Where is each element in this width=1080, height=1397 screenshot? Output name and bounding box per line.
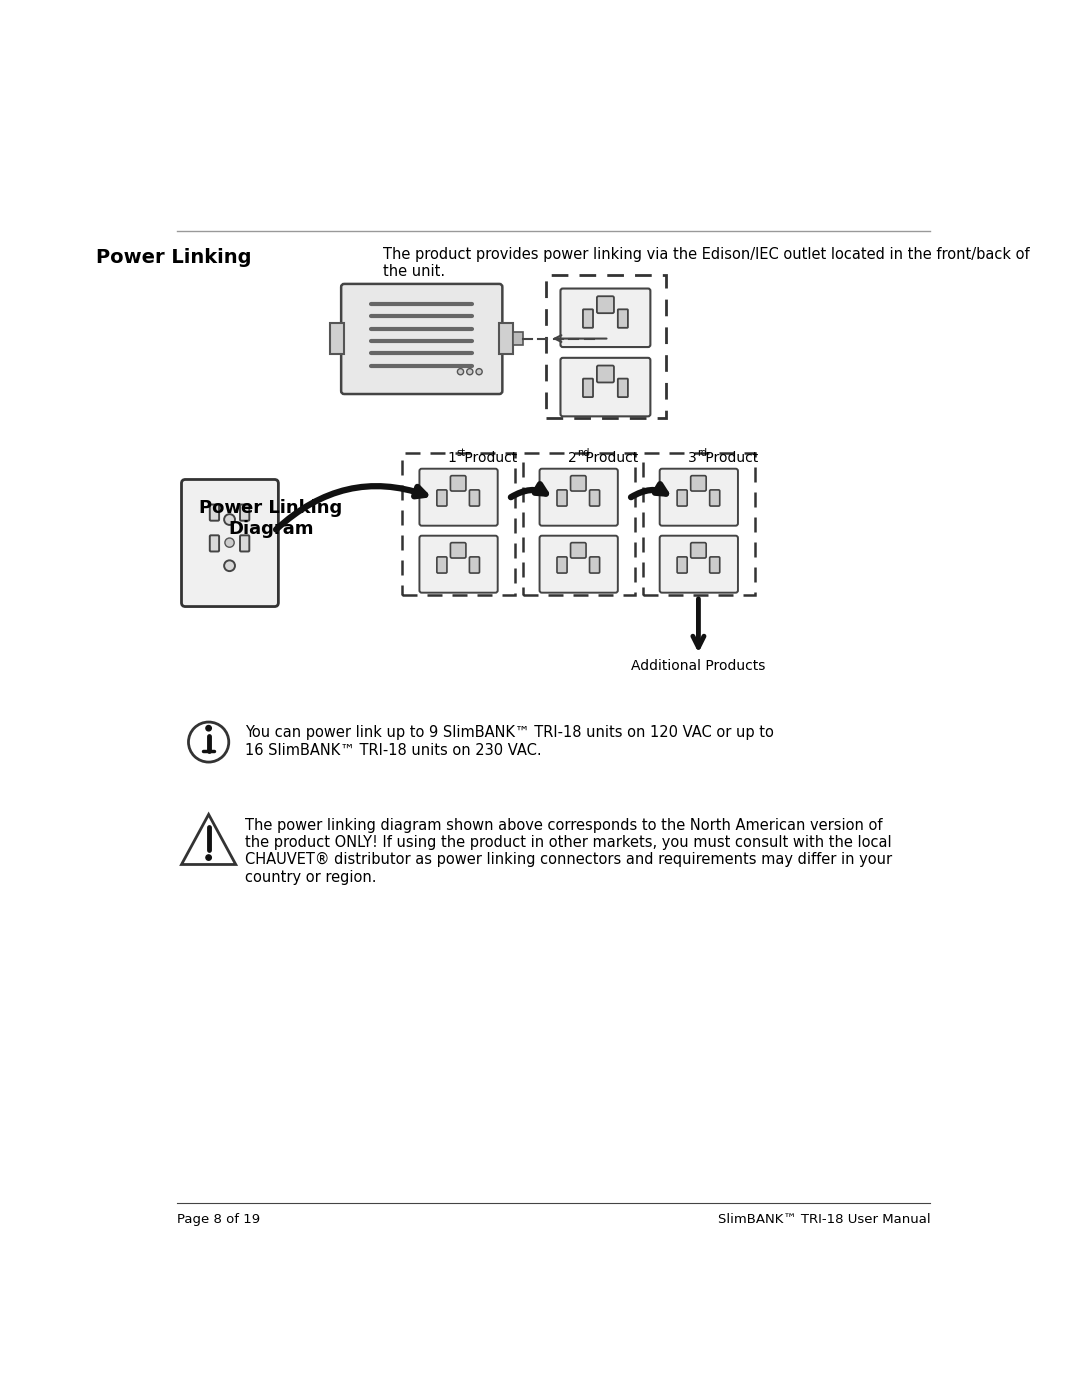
FancyBboxPatch shape <box>540 535 618 592</box>
Polygon shape <box>181 814 235 865</box>
Text: SlimBANK™ TRI-18 User Manual: SlimBANK™ TRI-18 User Manual <box>717 1213 930 1225</box>
FancyBboxPatch shape <box>710 490 719 506</box>
FancyBboxPatch shape <box>557 557 567 573</box>
Circle shape <box>225 538 234 548</box>
Bar <box>513 332 523 345</box>
Text: Additional Products: Additional Products <box>631 659 766 673</box>
Text: rd: rd <box>697 448 707 458</box>
Text: Page 8 of 19: Page 8 of 19 <box>177 1213 260 1225</box>
FancyBboxPatch shape <box>437 557 447 573</box>
FancyBboxPatch shape <box>419 535 498 592</box>
FancyBboxPatch shape <box>583 379 593 397</box>
FancyBboxPatch shape <box>677 490 687 506</box>
FancyBboxPatch shape <box>499 323 513 353</box>
FancyBboxPatch shape <box>330 323 345 353</box>
FancyBboxPatch shape <box>570 475 586 490</box>
FancyBboxPatch shape <box>181 479 279 606</box>
FancyBboxPatch shape <box>419 469 498 525</box>
Circle shape <box>206 725 212 731</box>
FancyBboxPatch shape <box>618 309 627 328</box>
Text: st: st <box>457 448 465 458</box>
FancyBboxPatch shape <box>597 366 613 383</box>
FancyBboxPatch shape <box>540 469 618 525</box>
FancyBboxPatch shape <box>590 557 599 573</box>
FancyBboxPatch shape <box>561 289 650 346</box>
FancyBboxPatch shape <box>557 490 567 506</box>
Text: 2: 2 <box>568 451 577 465</box>
Text: 3: 3 <box>688 451 697 465</box>
FancyBboxPatch shape <box>677 557 687 573</box>
FancyBboxPatch shape <box>450 542 465 557</box>
Circle shape <box>206 855 212 861</box>
FancyBboxPatch shape <box>583 309 593 328</box>
FancyBboxPatch shape <box>590 490 599 506</box>
Circle shape <box>225 560 235 571</box>
Text: nd: nd <box>577 448 589 458</box>
FancyBboxPatch shape <box>240 535 249 552</box>
FancyBboxPatch shape <box>570 542 586 557</box>
FancyBboxPatch shape <box>597 296 613 313</box>
FancyBboxPatch shape <box>470 557 480 573</box>
FancyBboxPatch shape <box>437 490 447 506</box>
Text: Product: Product <box>701 451 758 465</box>
FancyBboxPatch shape <box>660 469 738 525</box>
FancyBboxPatch shape <box>660 535 738 592</box>
FancyBboxPatch shape <box>240 504 249 521</box>
Circle shape <box>458 369 463 374</box>
FancyBboxPatch shape <box>450 475 465 490</box>
Text: Product: Product <box>460 451 517 465</box>
FancyBboxPatch shape <box>210 535 219 552</box>
Text: Power Linking: Power Linking <box>96 249 252 267</box>
Circle shape <box>225 514 235 525</box>
Text: You can power link up to 9 SlimBANK™ TRI-18 units on 120 VAC or up to
16 SlimBAN: You can power link up to 9 SlimBANK™ TRI… <box>245 725 774 757</box>
FancyBboxPatch shape <box>691 475 706 490</box>
Text: The power linking diagram shown above corresponds to the North American version : The power linking diagram shown above co… <box>245 817 892 884</box>
Circle shape <box>467 369 473 374</box>
Text: The product provides power linking via the Edison/IEC outlet located in the fron: The product provides power linking via t… <box>383 247 1029 279</box>
FancyBboxPatch shape <box>691 542 706 557</box>
Text: Product: Product <box>581 451 638 465</box>
Circle shape <box>189 722 229 763</box>
Text: 1: 1 <box>448 451 457 465</box>
FancyBboxPatch shape <box>618 379 627 397</box>
FancyBboxPatch shape <box>341 284 502 394</box>
FancyBboxPatch shape <box>470 490 480 506</box>
Text: Power Linking
Diagram: Power Linking Diagram <box>199 499 342 538</box>
Circle shape <box>476 369 482 374</box>
FancyBboxPatch shape <box>561 358 650 416</box>
FancyBboxPatch shape <box>710 557 719 573</box>
FancyBboxPatch shape <box>210 504 219 521</box>
